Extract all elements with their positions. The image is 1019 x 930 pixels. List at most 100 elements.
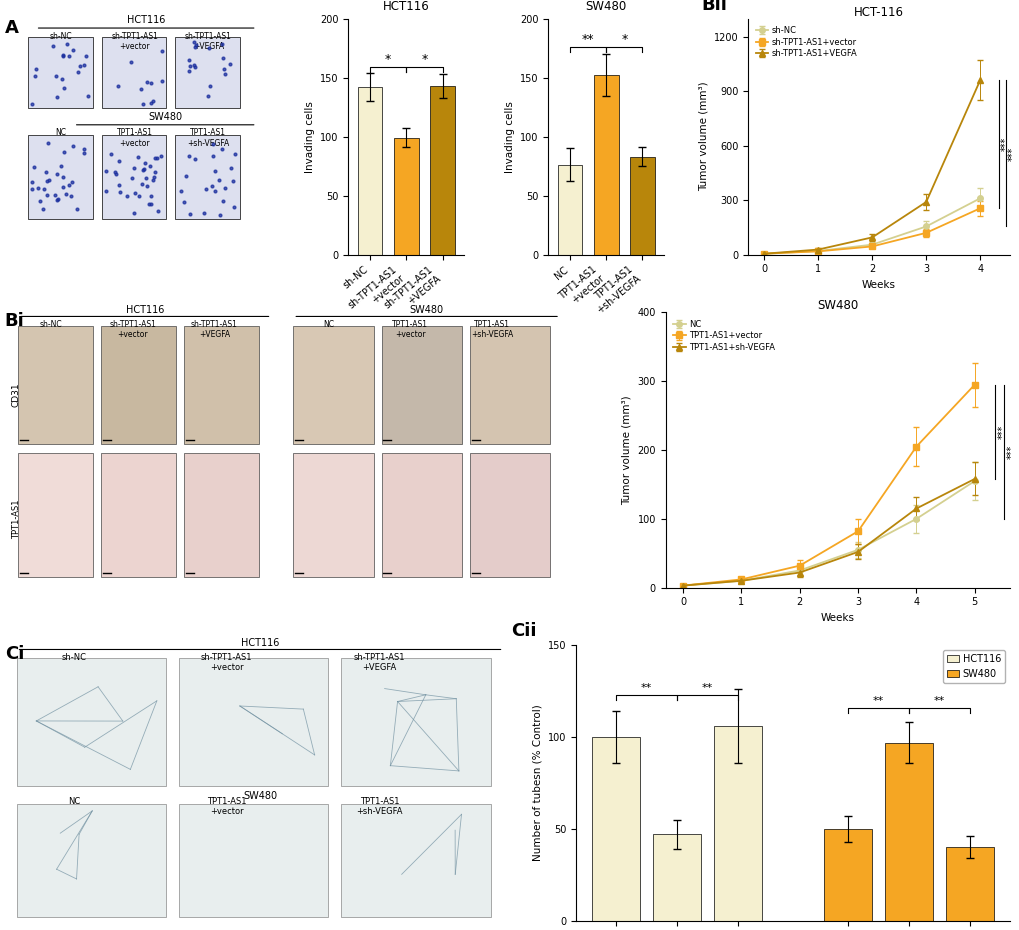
Text: sh-TPT1-AS1
+vector: sh-TPT1-AS1 +vector	[201, 653, 252, 672]
Text: HCT116: HCT116	[125, 304, 164, 314]
Point	[65, 43, 82, 58]
Point	[145, 172, 161, 187]
Bar	[16, 658, 166, 786]
Point	[129, 150, 146, 165]
Point	[23, 96, 40, 111]
Bar	[184, 326, 259, 445]
Point	[207, 183, 223, 198]
Bar	[102, 136, 166, 219]
Bar	[557, 165, 582, 255]
Point	[39, 173, 55, 188]
Text: Bii: Bii	[700, 0, 727, 14]
Bar	[101, 326, 176, 445]
Point	[215, 61, 231, 76]
Point	[217, 181, 233, 196]
Text: sh-NC: sh-NC	[40, 320, 62, 329]
Point	[180, 64, 197, 79]
Y-axis label: Number of tubesn (% Control): Number of tubesn (% Control)	[532, 705, 542, 861]
Point	[196, 206, 212, 220]
Bar	[293, 326, 373, 445]
Bar	[16, 804, 166, 917]
Text: TPT1-AS1
+vector: TPT1-AS1 +vector	[116, 128, 153, 148]
Text: SW480: SW480	[410, 304, 443, 314]
Point	[217, 67, 233, 82]
Point	[181, 149, 198, 164]
Text: Bi: Bi	[4, 312, 23, 330]
Text: TPT1-AS1
+vector: TPT1-AS1 +vector	[207, 797, 247, 817]
Point	[107, 165, 123, 179]
Bar	[591, 737, 639, 921]
Text: **: **	[640, 683, 651, 693]
Text: ***: ***	[1001, 138, 1010, 152]
Point	[147, 165, 163, 179]
Point	[187, 40, 204, 55]
Point	[175, 195, 192, 210]
Title: SW480: SW480	[585, 0, 627, 13]
Point	[149, 151, 165, 166]
Point	[123, 55, 140, 70]
Point	[25, 160, 42, 175]
Bar	[358, 87, 382, 255]
Text: HCT116: HCT116	[126, 15, 165, 25]
Point	[58, 36, 74, 51]
X-axis label: Weeks: Weeks	[820, 613, 854, 623]
Point	[69, 202, 86, 217]
Point	[47, 187, 63, 202]
Point	[64, 175, 81, 190]
Point	[55, 170, 71, 185]
Bar	[652, 834, 700, 921]
Text: ***: ***	[998, 425, 1007, 439]
Point	[79, 88, 96, 103]
Bar	[713, 726, 761, 921]
Bar	[175, 37, 239, 108]
Text: Ci: Ci	[5, 645, 24, 663]
Point	[40, 188, 56, 203]
Text: HCT116: HCT116	[240, 638, 279, 647]
Text: *: *	[385, 53, 391, 66]
Point	[146, 170, 162, 185]
Point	[32, 193, 48, 208]
Point	[75, 145, 92, 160]
Point	[131, 188, 148, 203]
Text: TPT1-AS1: TPT1-AS1	[11, 499, 20, 538]
Bar	[28, 136, 93, 219]
Point	[154, 44, 170, 59]
Point	[69, 65, 86, 80]
Point	[207, 164, 223, 179]
Bar	[18, 326, 93, 445]
Bar	[823, 829, 871, 921]
Point	[201, 40, 217, 55]
Point	[143, 75, 159, 90]
Point	[75, 141, 92, 156]
X-axis label: Weeks: Weeks	[861, 280, 895, 290]
Point	[30, 180, 46, 195]
Point	[75, 58, 92, 73]
Text: sh-NC: sh-NC	[50, 32, 72, 41]
Point	[143, 189, 159, 204]
Point	[204, 136, 220, 151]
Point	[147, 151, 163, 166]
Point	[136, 162, 152, 177]
Point	[215, 50, 231, 65]
Point	[139, 179, 155, 193]
Point	[138, 170, 154, 185]
Point	[56, 81, 72, 96]
Point	[181, 59, 198, 73]
Point	[185, 35, 202, 50]
Point	[135, 162, 151, 177]
Point	[111, 178, 127, 193]
Point	[72, 59, 89, 73]
Text: ***: ***	[1007, 146, 1017, 161]
Point	[56, 144, 72, 159]
Legend: HCT116, SW480: HCT116, SW480	[943, 650, 1004, 683]
Point	[154, 74, 170, 89]
Point	[26, 69, 43, 84]
Point	[35, 202, 51, 217]
Bar	[593, 75, 618, 255]
Point	[223, 161, 239, 176]
Bar	[884, 743, 932, 921]
Text: **: **	[933, 696, 945, 706]
Point	[112, 184, 128, 199]
Point	[49, 166, 65, 181]
Point	[225, 174, 242, 189]
